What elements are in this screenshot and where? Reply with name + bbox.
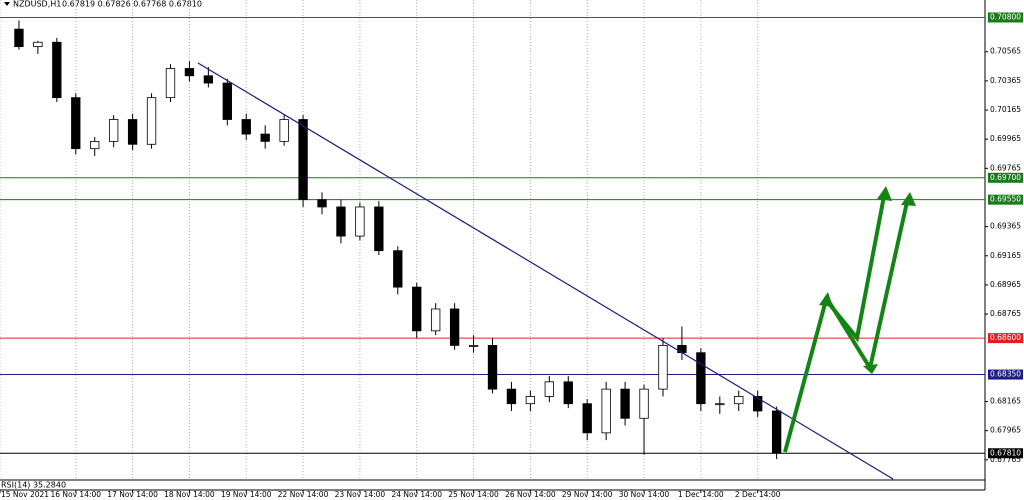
x-tick-label: 25 Nov 14:00 [448, 490, 499, 499]
candle-body [582, 403, 592, 434]
level-label: 0.69700 [990, 173, 1021, 182]
candle-body [468, 345, 479, 347]
candle-body [203, 75, 214, 84]
x-tick-label: 15 Nov 2021 [1, 490, 49, 499]
x-tick-label: 29 Nov 14:00 [562, 490, 613, 499]
y-tick-label: 0.70165 [990, 105, 1021, 114]
level-label: 0.69550 [990, 195, 1021, 204]
y-tick-label: 0.69965 [990, 134, 1021, 143]
chart-title: NZDUSD,H1 [13, 0, 61, 9]
candle-body [658, 345, 668, 390]
candle-body [336, 206, 346, 237]
y-tick-label: 0.67765 [990, 455, 1021, 464]
candle-body [677, 345, 687, 354]
y-tick-label: 0.70365 [990, 76, 1021, 85]
candle-body [317, 199, 327, 208]
y-tick-label: 0.67965 [990, 426, 1021, 435]
candle-body [33, 41, 43, 48]
candle-body [449, 308, 460, 346]
candle-body [184, 68, 195, 77]
level-label: 0.70800 [990, 12, 1021, 21]
y-tick-label: 0.69365 [990, 222, 1021, 231]
level-label: 0.67810 [990, 448, 1021, 457]
level-label-box [988, 194, 1023, 205]
candle-body [620, 388, 630, 419]
y-tick-label: 0.68765 [990, 309, 1021, 318]
y-tick-label: 0.69765 [990, 163, 1021, 172]
candle-body [222, 82, 232, 120]
arrow-head [877, 186, 892, 201]
candle-body [393, 250, 403, 288]
candle-body [71, 97, 81, 150]
level-label: 0.68350 [990, 370, 1021, 379]
x-tick-label: 23 Nov 14:00 [335, 490, 386, 499]
candle-body [487, 345, 498, 390]
level-label-box [988, 12, 1023, 23]
trendline [197, 62, 894, 480]
candle-body [715, 403, 725, 406]
candle-body [431, 308, 441, 332]
candle-body [90, 140, 100, 150]
candle-body [563, 381, 573, 405]
candle-body [525, 396, 536, 405]
candle-body [544, 381, 554, 397]
candle-body [734, 396, 744, 405]
candle-body [374, 206, 384, 252]
candle-body [696, 352, 706, 405]
candle-body [127, 119, 138, 145]
y-tick-label: 0.69165 [990, 251, 1021, 260]
candle-body [260, 133, 270, 142]
x-tick-label: 1 Dec 14:00 [678, 490, 724, 499]
forecast-arrows [783, 186, 916, 453]
y-tick-label: 0.68165 [990, 397, 1021, 406]
x-tick-label: 30 Nov 14:00 [619, 490, 670, 499]
x-tick-label: 19 Nov 14:00 [221, 490, 272, 499]
x-tick-label: 26 Nov 14:00 [505, 490, 556, 499]
candle-body [146, 97, 157, 145]
candle-body [639, 388, 649, 419]
x-tick-label: 24 Nov 14:00 [391, 490, 442, 499]
candle-body [506, 388, 517, 405]
level-label: 0.68600 [990, 333, 1021, 342]
candle-body [108, 119, 119, 142]
candle-body [753, 396, 763, 412]
quote: 0.67819 0.67826 0.67768 0.67810 [62, 0, 202, 9]
arrow-head [863, 364, 878, 374]
candle-body [412, 286, 422, 332]
candle-body [601, 388, 611, 434]
y-tick-label: 0.70565 [990, 47, 1021, 56]
y-tick-label: 0.68965 [990, 280, 1021, 289]
candle-body [14, 28, 24, 48]
indicator-label: RSI(14) 35.2840 [1, 481, 66, 490]
symbol-menu-icon[interactable] [4, 2, 10, 6]
level-label-box [988, 172, 1023, 183]
x-tick-label: 17 Nov 14:00 [107, 490, 158, 499]
x-tick-label: 2 Dec 14:00 [735, 490, 781, 499]
arrow-head [901, 192, 916, 206]
candle-body [165, 68, 176, 99]
candle-body [771, 410, 782, 454]
candle-body [52, 41, 62, 99]
x-tick-label: 16 Nov 14:00 [50, 490, 101, 499]
level-label-box [988, 448, 1023, 459]
candle-body [279, 119, 289, 142]
candle-body [298, 119, 308, 201]
level-label-box [988, 369, 1023, 380]
x-tick-label: 18 Nov 14:00 [164, 490, 215, 499]
x-tick-label: 22 Nov 14:00 [278, 490, 329, 499]
candle-body [241, 119, 251, 135]
candle-body [355, 206, 365, 237]
level-label-box [988, 333, 1023, 344]
